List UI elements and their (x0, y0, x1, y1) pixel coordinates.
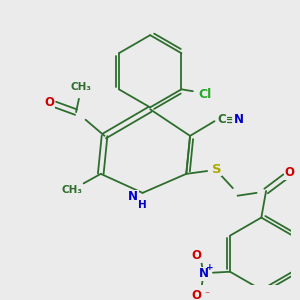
Text: H: H (138, 200, 147, 210)
Text: Cl: Cl (199, 88, 212, 100)
Text: +: + (206, 263, 214, 272)
Text: ⁻: ⁻ (205, 290, 210, 300)
Text: CH₃: CH₃ (70, 82, 91, 92)
Text: N: N (199, 267, 208, 280)
Text: N: N (234, 113, 244, 126)
Text: O: O (192, 289, 202, 300)
Text: CH₃: CH₃ (62, 185, 83, 195)
Text: O: O (192, 249, 202, 262)
Text: O: O (285, 167, 295, 179)
Text: N: N (128, 190, 138, 203)
Text: C: C (218, 113, 226, 126)
Text: O: O (44, 96, 54, 109)
Text: S: S (212, 163, 221, 176)
